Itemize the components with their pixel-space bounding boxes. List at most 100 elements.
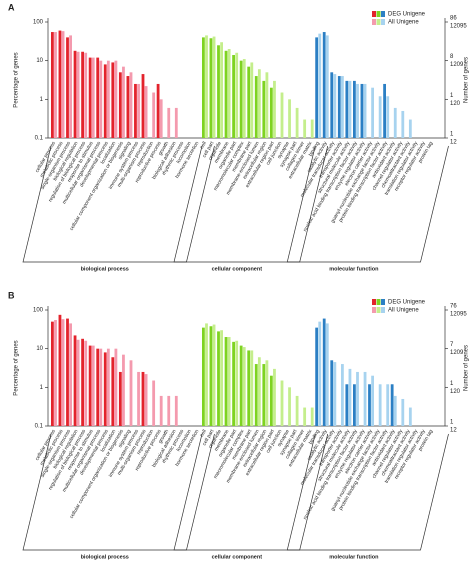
bar [337, 76, 341, 138]
bar [51, 321, 54, 426]
bar [348, 368, 352, 426]
y2-tick-label: 12 [450, 140, 457, 146]
bar [247, 350, 251, 426]
y-tick-label: 100 [33, 308, 44, 314]
legend-swatch [376, 307, 381, 313]
y2-tick-label: 120 [450, 101, 461, 107]
bar [54, 320, 57, 426]
bar [250, 62, 254, 138]
bar [88, 57, 92, 138]
bar [84, 52, 88, 138]
bar [129, 72, 133, 138]
bar [360, 83, 364, 138]
bar [232, 55, 235, 138]
bar [254, 76, 258, 138]
bar [61, 31, 65, 138]
bar [368, 384, 371, 426]
legend-swatch [372, 19, 376, 25]
bar [363, 83, 367, 138]
bar [122, 66, 125, 138]
legend-label: DEG Unigene [388, 300, 426, 306]
bar [88, 345, 92, 426]
bar [152, 380, 156, 426]
bar [96, 348, 100, 426]
y-tick-label: 1 [40, 385, 44, 391]
bar [217, 331, 220, 426]
panel-label: B [8, 290, 15, 300]
group-label: cellular component [212, 266, 263, 272]
bar [333, 362, 337, 426]
y-tick-label: 0.1 [35, 136, 44, 142]
bar [167, 107, 171, 138]
bar [76, 51, 80, 138]
bar [242, 59, 246, 139]
bar [262, 364, 266, 426]
bar [295, 107, 299, 138]
legend-swatch [381, 19, 385, 25]
bar [393, 107, 397, 138]
bar [333, 74, 337, 138]
bar [239, 60, 243, 138]
bar [122, 354, 125, 426]
bar [330, 72, 334, 138]
bar [81, 338, 84, 426]
bar [114, 60, 118, 138]
bar [96, 57, 100, 138]
bar [310, 119, 314, 138]
bar [356, 371, 359, 426]
bar [232, 341, 235, 426]
y2-tick-label: 7 [450, 342, 454, 348]
bar [378, 96, 382, 138]
axis-frame [47, 306, 446, 427]
bar [280, 92, 284, 138]
bar [254, 364, 258, 426]
bar [202, 327, 205, 426]
bar [257, 69, 261, 138]
legend-swatch [376, 11, 381, 17]
group-label: cellular component [212, 554, 263, 560]
bar [73, 335, 77, 426]
bar [345, 80, 349, 138]
bar [408, 407, 412, 426]
bar [69, 35, 72, 138]
bar [250, 350, 254, 426]
y-tick-label: 0.1 [35, 424, 44, 430]
y-axis-label: Percentage of genes [14, 52, 20, 107]
y-axis-label: Percentage of genes [14, 340, 20, 395]
bar [315, 37, 319, 139]
bar [99, 348, 103, 426]
bar [99, 60, 103, 138]
bar [303, 407, 307, 426]
bar [247, 66, 251, 138]
bar [174, 107, 178, 138]
legend-swatch [372, 299, 376, 305]
bar [111, 62, 115, 138]
y-tick-label: 1 [40, 97, 44, 103]
group-label: molecular function [329, 554, 379, 560]
y-tick-label: 100 [33, 20, 44, 26]
bar [378, 384, 382, 426]
bar [54, 32, 57, 139]
bar [152, 92, 156, 138]
bar [134, 83, 137, 138]
legend-label: All Unigene [388, 308, 419, 314]
bar [303, 119, 307, 138]
bar [408, 119, 412, 138]
bar [269, 375, 273, 426]
bar [269, 87, 273, 138]
y2-tick-label: 1 [450, 93, 454, 99]
bar [212, 36, 216, 138]
legend-swatch [381, 307, 385, 313]
group-bracket [286, 145, 449, 263]
bar [353, 384, 356, 426]
bar [348, 80, 352, 138]
bar [371, 375, 374, 426]
bar [224, 337, 228, 426]
bar [73, 50, 77, 139]
bar [91, 57, 95, 138]
category-label: cell [199, 429, 208, 439]
group-bracket [22, 433, 215, 551]
y2-tick-label: 1 [450, 381, 454, 387]
bar [209, 38, 213, 138]
bar [341, 364, 344, 426]
